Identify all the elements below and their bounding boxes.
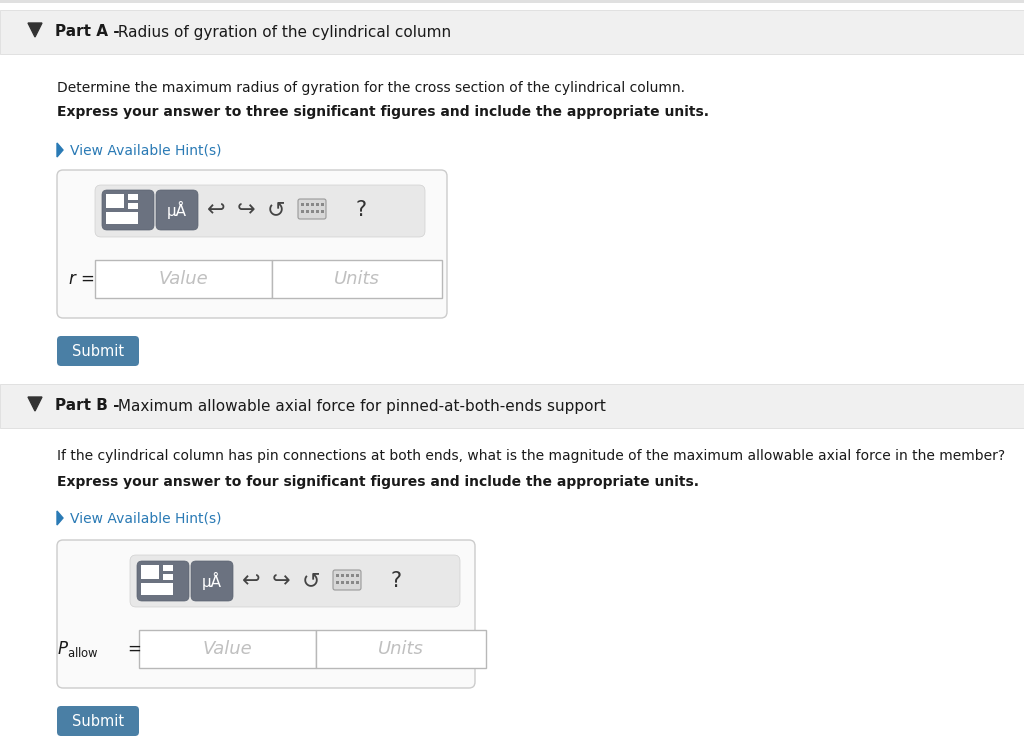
Text: Express your answer to three significant figures and include the appropriate uni: Express your answer to three significant… — [57, 105, 709, 119]
Text: Express your answer to four significant figures and include the appropriate unit: Express your answer to four significant … — [57, 475, 699, 489]
Text: If the cylindrical column has pin connections at both ends, what is the magnitud: If the cylindrical column has pin connec… — [57, 449, 1006, 463]
Bar — [163, 565, 173, 571]
Text: Radius of gyration of the cylindrical column: Radius of gyration of the cylindrical co… — [113, 25, 452, 39]
FancyBboxPatch shape — [57, 336, 139, 366]
Bar — [346, 581, 349, 584]
Text: ?: ? — [355, 200, 367, 220]
FancyBboxPatch shape — [57, 170, 447, 318]
FancyBboxPatch shape — [333, 570, 361, 590]
Text: ↪: ↪ — [237, 200, 255, 220]
Bar — [316, 630, 486, 668]
Bar — [106, 194, 124, 208]
Bar — [356, 581, 359, 584]
Bar — [0, 54, 1024, 384]
FancyBboxPatch shape — [130, 555, 460, 607]
Text: Units: Units — [334, 270, 380, 288]
FancyBboxPatch shape — [57, 706, 139, 736]
Text: µÅ: µÅ — [202, 572, 222, 590]
Text: ↪: ↪ — [271, 571, 291, 591]
Polygon shape — [28, 23, 42, 37]
Text: Determine the maximum radius of gyration for the cross section of the cylindrica: Determine the maximum radius of gyration… — [57, 81, 685, 95]
FancyBboxPatch shape — [298, 199, 326, 219]
Bar — [316, 210, 319, 213]
Bar — [321, 203, 324, 206]
Bar — [306, 203, 309, 206]
Text: ↺: ↺ — [266, 200, 286, 220]
Bar — [141, 565, 159, 579]
Text: Maximum allowable axial force for pinned-at-both-ends support: Maximum allowable axial force for pinned… — [113, 399, 606, 414]
Text: Units: Units — [378, 640, 424, 658]
FancyBboxPatch shape — [191, 561, 233, 601]
Bar — [106, 212, 138, 224]
Text: Value: Value — [158, 270, 208, 288]
Bar — [341, 574, 344, 577]
Bar — [139, 630, 316, 668]
Bar — [336, 574, 339, 577]
Polygon shape — [28, 397, 42, 411]
Bar — [301, 203, 304, 206]
Bar — [311, 203, 314, 206]
Text: ↩: ↩ — [242, 571, 260, 591]
Text: $P_{\rm allow}$: $P_{\rm allow}$ — [57, 639, 98, 659]
Bar — [128, 194, 138, 200]
Text: ↺: ↺ — [302, 571, 321, 591]
Polygon shape — [57, 511, 63, 525]
Bar — [336, 581, 339, 584]
Bar — [306, 210, 309, 213]
Polygon shape — [57, 143, 63, 157]
Bar — [95, 260, 272, 298]
Bar — [316, 203, 319, 206]
Text: Part A -: Part A - — [55, 25, 120, 39]
Text: Value: Value — [202, 640, 252, 658]
Bar — [351, 581, 354, 584]
Text: ?: ? — [390, 571, 401, 591]
Bar — [141, 583, 173, 595]
Bar — [0, 428, 1024, 744]
Text: µÅ: µÅ — [167, 201, 187, 219]
Bar — [311, 210, 314, 213]
FancyBboxPatch shape — [95, 185, 425, 237]
Text: View Available Hint(s): View Available Hint(s) — [70, 511, 221, 525]
Bar — [0, 384, 1024, 428]
Bar — [321, 210, 324, 213]
Text: View Available Hint(s): View Available Hint(s) — [70, 143, 221, 157]
Text: $r$ =: $r$ = — [68, 270, 94, 288]
Text: ↩: ↩ — [207, 200, 225, 220]
FancyBboxPatch shape — [156, 190, 198, 230]
Bar — [128, 203, 138, 209]
FancyBboxPatch shape — [102, 190, 154, 230]
Text: Submit: Submit — [72, 344, 124, 359]
Bar — [301, 210, 304, 213]
Bar — [0, 0, 1024, 3]
Bar — [272, 260, 442, 298]
Text: Submit: Submit — [72, 713, 124, 728]
Bar — [341, 581, 344, 584]
FancyBboxPatch shape — [57, 540, 475, 688]
Bar — [0, 10, 1024, 54]
Text: =: = — [127, 640, 141, 658]
Text: Part B -: Part B - — [55, 399, 120, 414]
Bar — [163, 574, 173, 580]
Bar — [346, 574, 349, 577]
FancyBboxPatch shape — [137, 561, 189, 601]
Bar — [356, 574, 359, 577]
Bar — [351, 574, 354, 577]
